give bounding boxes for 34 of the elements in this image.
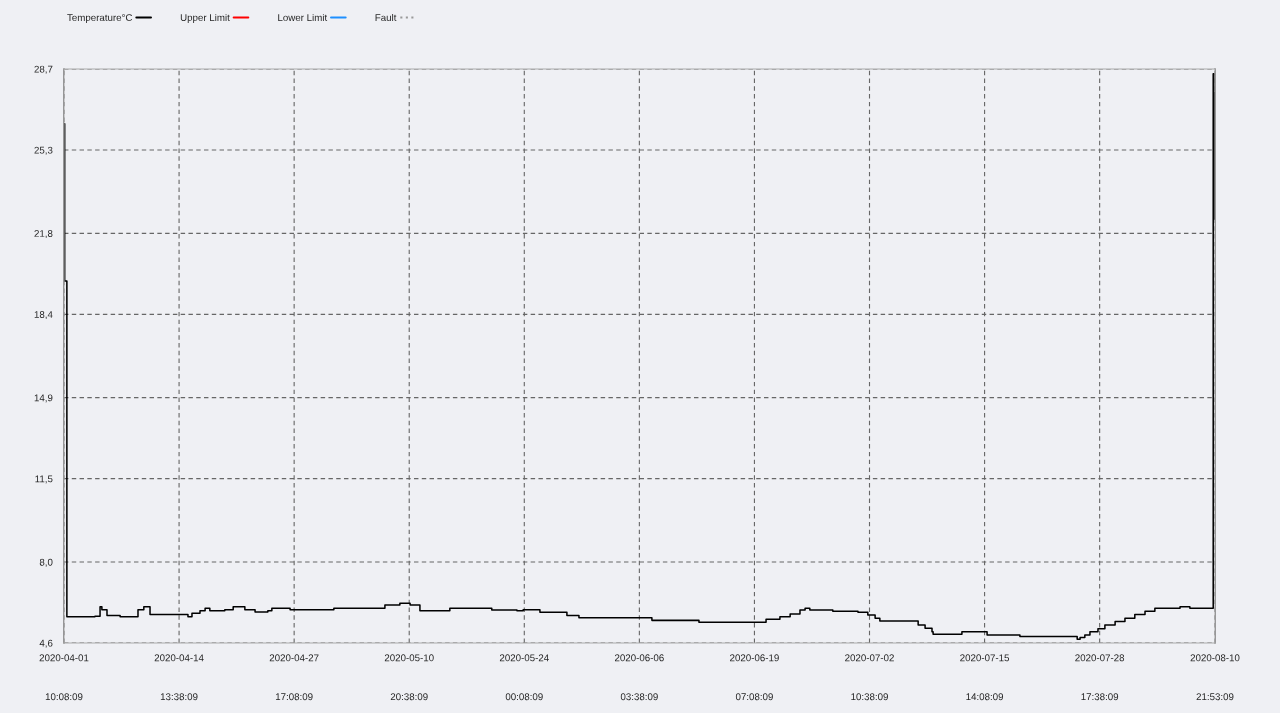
- x2-tick-label: 17:08:09: [275, 693, 313, 701]
- x2-tick-label: 21:53:09: [1196, 693, 1234, 701]
- x-tick-label: 2020-06-06: [614, 654, 664, 662]
- y-tick-label: 18,4: [34, 311, 53, 320]
- y-tick-label: 25,3: [34, 146, 53, 155]
- x2-tick-label: 14:08:09: [966, 693, 1004, 701]
- x2-tick-label: 10:08:09: [45, 693, 83, 701]
- y-tick-label: 11,5: [35, 475, 53, 484]
- x2-tick-label: 10:38:09: [851, 693, 888, 701]
- x2-tick-label: 00:08:09: [505, 693, 543, 701]
- x-tick-label: 2020-04-01: [39, 654, 89, 662]
- x-tick-label: 2020-04-14: [154, 654, 204, 662]
- x-tick-label: 2020-05-10: [384, 654, 434, 662]
- x2-tick-label: 07:08:09: [735, 693, 773, 701]
- x-tick-label: 2020-04-27: [269, 654, 319, 662]
- legend-label: Fault: [375, 13, 397, 22]
- y-tick-label: 21,8: [34, 230, 53, 239]
- x-tick-label: 2020-05-24: [499, 654, 549, 662]
- x2-tick-label: 13:38:09: [160, 693, 198, 701]
- legend-label: Temperature°C: [67, 14, 133, 23]
- y-tick-label: 28,7: [34, 65, 53, 74]
- x-tick-label: 2020-07-02: [845, 654, 894, 662]
- x2-tick-label: 03:38:09: [620, 693, 658, 701]
- x-tick-label: 2020-08-10: [1190, 654, 1240, 662]
- x-tick-label: 2020-07-28: [1075, 654, 1125, 662]
- y-tick-label: 8,0: [39, 558, 53, 567]
- y-tick-label: 14,9: [34, 394, 53, 403]
- y-tick-label: 4,6: [39, 639, 53, 648]
- x-tick-label: 2020-06-19: [730, 654, 779, 662]
- legend-label: Upper Limit: [180, 13, 230, 23]
- x-tick-label: 2020-07-15: [960, 654, 1010, 662]
- x2-tick-label: 17:38:09: [1081, 693, 1119, 701]
- legend-label: Lower Limit: [278, 13, 328, 22]
- x2-tick-label: 20:38:09: [390, 693, 428, 701]
